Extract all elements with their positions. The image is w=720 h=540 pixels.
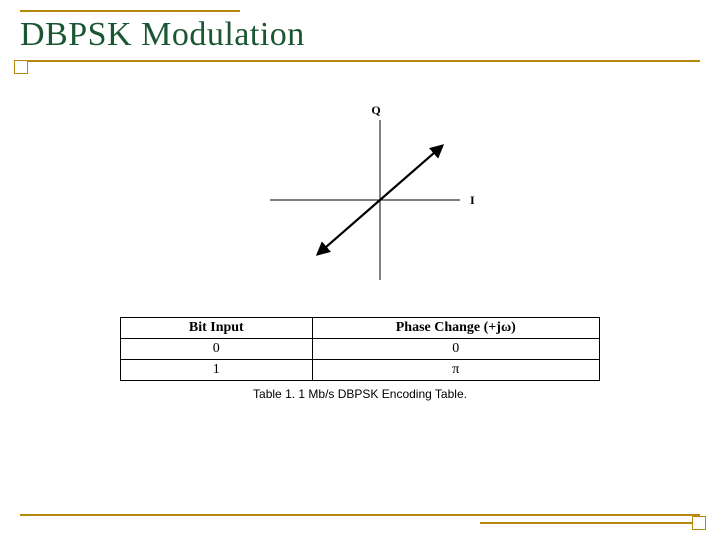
table-cell: 0 <box>312 339 599 360</box>
table-caption: Table 1. 1 Mb/s DBPSK Encoding Table. <box>120 387 600 401</box>
content-area: IQ Bit InputPhase Change (+jω) 001π Tabl… <box>0 100 720 401</box>
table-cell: π <box>312 360 599 381</box>
diagram-svg: IQ <box>230 100 490 300</box>
corner-box-bottom-right <box>692 516 706 530</box>
title-top-rule <box>20 10 240 12</box>
table-cell: 1 <box>121 360 313 381</box>
table-row: 1π <box>121 360 600 381</box>
title-bottom-rule <box>20 60 700 62</box>
table-body: 001π <box>121 339 600 381</box>
x-axis-label: I <box>470 193 475 207</box>
table-row: 00 <box>121 339 600 360</box>
slide: DBPSK Modulation IQ Bit InputPhase Chang… <box>0 0 720 540</box>
constellation-diagram: IQ <box>230 100 490 305</box>
table-header-row: Bit InputPhase Change (+jω) <box>121 318 600 339</box>
corner-box-top-left <box>14 60 28 74</box>
slide-title: DBPSK Modulation <box>20 16 700 54</box>
table-header-cell: Phase Change (+jω) <box>312 318 599 339</box>
footer-rule-short <box>480 522 700 524</box>
title-region: DBPSK Modulation <box>20 10 700 62</box>
table-cell: 0 <box>121 339 313 360</box>
encoding-table-wrap: Bit InputPhase Change (+jω) 001π Table 1… <box>120 317 600 401</box>
y-axis-label: Q <box>371 103 380 117</box>
table-header-cell: Bit Input <box>121 318 313 339</box>
encoding-table: Bit InputPhase Change (+jω) 001π <box>120 317 600 381</box>
footer-rule-long <box>20 514 700 516</box>
